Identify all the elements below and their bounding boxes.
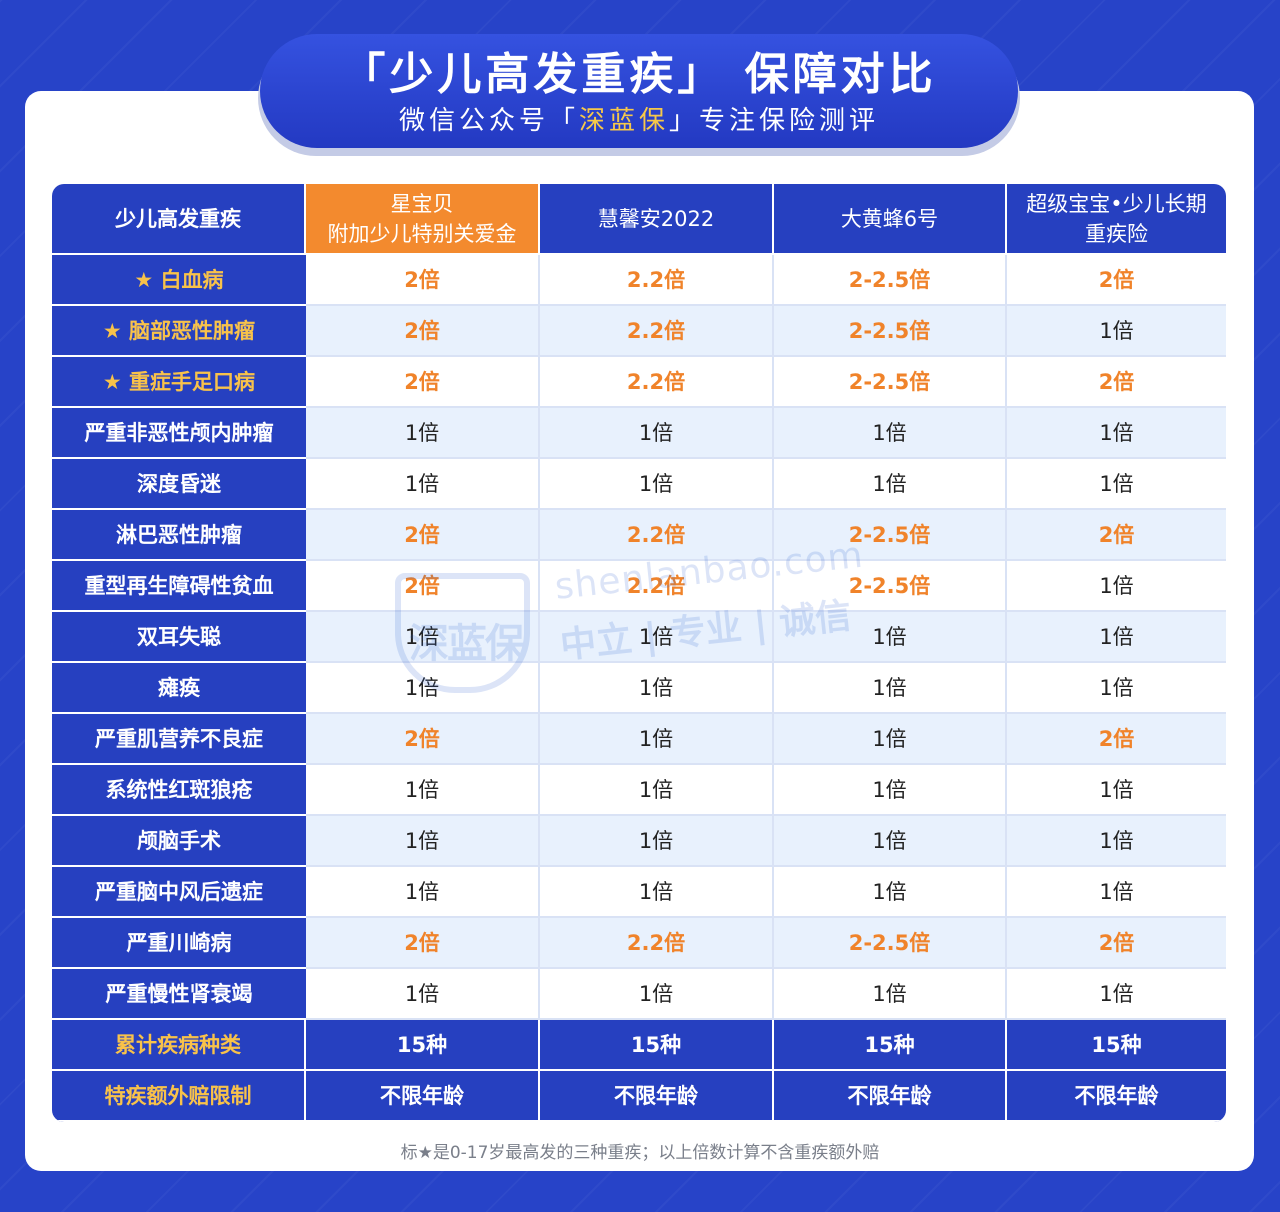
footer-cell: 不限年龄 (1007, 1071, 1226, 1122)
table-cell: 2.2倍 (540, 918, 774, 969)
table-cell: 1倍 (306, 867, 540, 918)
table-cell: 1倍 (774, 867, 1007, 918)
table-cell: 1倍 (774, 408, 1007, 459)
row-label: 严重川崎病 (52, 918, 306, 969)
table-cell: 1倍 (1007, 867, 1226, 918)
table-cell: 1倍 (774, 714, 1007, 765)
title-banner: 「少儿高发重疾」 保障对比 微信公众号「深蓝保」专注保险测评 (260, 34, 1018, 148)
table-cell: 1倍 (774, 459, 1007, 510)
table-cell: 2倍 (1007, 357, 1226, 408)
table-cell: 1倍 (1007, 816, 1226, 867)
table-cell: 1倍 (306, 408, 540, 459)
table-cell: 1倍 (1007, 561, 1226, 612)
table-cell: 2.2倍 (540, 255, 774, 306)
page-subtitle: 微信公众号「深蓝保」专注保险测评 (260, 104, 1018, 138)
table-cell: 2.2倍 (540, 561, 774, 612)
table-cell: 2倍 (306, 918, 540, 969)
column-header-disease: 少儿高发重疾 (52, 184, 306, 255)
table-cell: 1倍 (1007, 306, 1226, 357)
row-label: 严重脑中风后遗症 (52, 867, 306, 918)
table-cell: 1倍 (306, 969, 540, 1020)
table-cell: 1倍 (540, 459, 774, 510)
table-cell: 2-2.5倍 (774, 357, 1007, 408)
table-cell: 2倍 (306, 357, 540, 408)
row-label: 双耳失聪 (52, 612, 306, 663)
table-cell: 2倍 (1007, 255, 1226, 306)
footer-cell: 15种 (1007, 1020, 1226, 1071)
column-header-product: 星宝贝 附加少儿特别关爱金 (306, 184, 540, 255)
table-cell: 2-2.5倍 (774, 561, 1007, 612)
table-cell: 1倍 (774, 816, 1007, 867)
table-cell: 2倍 (306, 714, 540, 765)
footer-cell: 不限年龄 (540, 1071, 774, 1122)
table-cell: 2-2.5倍 (774, 306, 1007, 357)
table-cell: 1倍 (1007, 765, 1226, 816)
subtitle-prefix: 微信公众号「 (398, 106, 579, 136)
table-cell: 1倍 (774, 663, 1007, 714)
footer-row-label: 特疾额外赔限制 (52, 1071, 306, 1122)
table-cell: 1倍 (774, 969, 1007, 1020)
table-cell: 1倍 (540, 816, 774, 867)
table-cell: 1倍 (1007, 969, 1226, 1020)
subtitle-suffix: 」专注保险测评 (669, 106, 880, 136)
table-cell: 2-2.5倍 (774, 918, 1007, 969)
row-label: ★ 脑部恶性肿瘤 (52, 306, 306, 357)
row-label: 严重非恶性颅内肿瘤 (52, 408, 306, 459)
table-cell: 1倍 (540, 663, 774, 714)
table-cell: 1倍 (540, 714, 774, 765)
row-label: 淋巴恶性肿瘤 (52, 510, 306, 561)
column-header-product: 慧馨安2022 (540, 184, 774, 255)
row-label: ★ 重症手足口病 (52, 357, 306, 408)
column-header-product: 超级宝宝•少儿长期 重疾险 (1007, 184, 1226, 255)
table-cell: 2.2倍 (540, 306, 774, 357)
table-cell: 1倍 (540, 612, 774, 663)
table-cell: 2.2倍 (540, 357, 774, 408)
table-cell: 1倍 (306, 612, 540, 663)
footer-cell: 不限年龄 (774, 1071, 1007, 1122)
table-cell: 2-2.5倍 (774, 255, 1007, 306)
table-cell: 1倍 (306, 459, 540, 510)
table-cell: 1倍 (540, 867, 774, 918)
row-label: ★ 白血病 (52, 255, 306, 306)
footer-row-label: 累计疾病种类 (52, 1020, 306, 1071)
table-cell: 1倍 (1007, 663, 1226, 714)
row-label: 颅脑手术 (52, 816, 306, 867)
footer-cell: 15种 (306, 1020, 540, 1071)
table-cell: 2-2.5倍 (774, 510, 1007, 561)
row-label: 系统性红斑狼疮 (52, 765, 306, 816)
table-cell: 2倍 (1007, 714, 1226, 765)
table-cell: 2倍 (1007, 918, 1226, 969)
table-cell: 2倍 (306, 561, 540, 612)
row-label: 深度昏迷 (52, 459, 306, 510)
table-cell: 1倍 (306, 816, 540, 867)
table-cell: 1倍 (774, 612, 1007, 663)
footnote: 标★是0-17岁最高发的三种重疾；以上倍数计算不含重疾额外赔 (400, 1143, 880, 1163)
table-cell: 1倍 (1007, 612, 1226, 663)
comparison-table: 少儿高发重疾 星宝贝 附加少儿特别关爱金 慧馨安2022 大黄蜂6号 超级宝宝•少儿长期… (52, 184, 1226, 1122)
table-cell: 1倍 (774, 765, 1007, 816)
row-label: 严重慢性肾衰竭 (52, 969, 306, 1020)
page-title: 「少儿高发重疾」 保障对比 (341, 49, 937, 100)
footer-cell: 15种 (774, 1020, 1007, 1071)
table-cell: 2倍 (306, 255, 540, 306)
table-cell: 2倍 (1007, 510, 1226, 561)
table-cell: 1倍 (306, 765, 540, 816)
table-cell: 2倍 (306, 510, 540, 561)
row-label: 严重肌营养不良症 (52, 714, 306, 765)
table-cell: 1倍 (540, 765, 774, 816)
table-cell: 2倍 (306, 306, 540, 357)
row-label: 重型再生障碍性贫血 (52, 561, 306, 612)
table-cell: 1倍 (540, 969, 774, 1020)
column-header-product: 大黄蜂6号 (774, 184, 1007, 255)
table-cell: 1倍 (1007, 459, 1226, 510)
row-label: 瘫痪 (52, 663, 306, 714)
table-cell: 1倍 (1007, 408, 1226, 459)
footer-cell: 15种 (540, 1020, 774, 1071)
table-cell: 1倍 (306, 663, 540, 714)
subtitle-brand: 深蓝保 (578, 106, 669, 136)
table-cell: 2.2倍 (540, 510, 774, 561)
footer-cell: 不限年龄 (306, 1071, 540, 1122)
table-cell: 1倍 (540, 408, 774, 459)
